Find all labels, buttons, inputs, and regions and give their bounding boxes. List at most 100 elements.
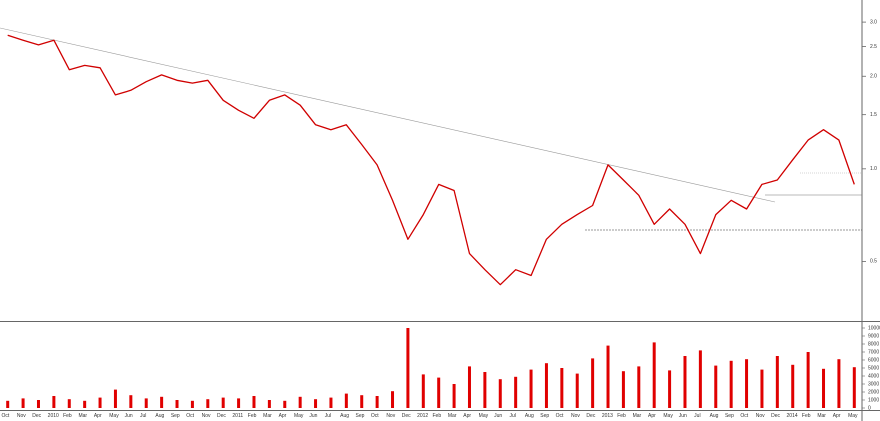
x-tick-label: Aug [340, 413, 349, 419]
x-tick-label: Mar [448, 413, 457, 419]
price-line [7, 34, 855, 286]
volume-bar [775, 356, 779, 408]
x-tick-label: Dec [586, 413, 595, 419]
volume-bar [52, 396, 56, 408]
y-tick-label: 1.0 [870, 166, 877, 172]
volume-bar [175, 400, 179, 408]
x-tick-label: Mar [78, 413, 87, 419]
volume-bar [683, 356, 687, 408]
volume-bar [606, 345, 610, 408]
y2-tick-label: 5000 [868, 365, 879, 371]
y2-tick-label: 7000 [868, 349, 879, 355]
volume-bar [529, 369, 533, 408]
volume-bar [267, 400, 271, 408]
volume-bar [467, 366, 471, 408]
x-tick-label: Mar [817, 413, 826, 419]
y2-tick-label: 4000 [868, 373, 879, 379]
x-tick-label: 2010 [48, 413, 59, 419]
y2-tick-label: 6000 [868, 357, 879, 363]
x-tick-label: May [479, 413, 489, 419]
x-tick-label: May [109, 413, 119, 419]
volume-bar [760, 369, 764, 408]
volume-bar [791, 364, 795, 408]
y2-tick-label: 0 [868, 405, 871, 411]
y2-tick-label: 9000 [868, 333, 879, 339]
x-tick-label: Aug [710, 413, 719, 419]
x-tick-label: Feb [248, 413, 257, 419]
volume-bar [745, 359, 749, 408]
x-tick-label: Jun [125, 413, 133, 419]
volume-bar [498, 379, 502, 408]
x-tick-label: Nov [571, 413, 580, 419]
volume-bar [129, 395, 133, 408]
volume-bar [560, 368, 564, 408]
x-tick-label: Jul [509, 413, 515, 419]
volume-bar [67, 399, 71, 408]
x-tick-label: Nov [17, 413, 26, 419]
x-tick-label: Oct [186, 413, 194, 419]
volume-bar [113, 389, 117, 408]
volume-bar [575, 373, 579, 408]
volume-bar [160, 396, 164, 408]
volume-bar [237, 398, 241, 408]
volume-bar [637, 366, 641, 408]
y2-tick-label: 1000 [868, 397, 879, 403]
x-tick-label: Sep [171, 413, 180, 419]
volume-bar [298, 396, 302, 408]
x-tick-label: Sep [356, 413, 365, 419]
x-tick-label: Mar [633, 413, 642, 419]
volume-bar [190, 400, 194, 408]
x-tick-label: Sep [725, 413, 734, 419]
x-tick-label: Nov [202, 413, 211, 419]
volume-bar [329, 397, 333, 408]
volume-bar [391, 391, 395, 408]
x-tick-label: 2012 [417, 413, 428, 419]
x-tick-label: 2011 [232, 413, 243, 419]
x-tick-label: Sep [540, 413, 549, 419]
x-tick-label: Apr [463, 413, 471, 419]
x-tick-label: Oct [2, 413, 10, 419]
volume-bar [729, 360, 733, 408]
y2-tick-label: 10000 [868, 325, 880, 331]
x-tick-label: Aug [155, 413, 164, 419]
y-tick-label: 2.5 [870, 44, 877, 50]
volume-bar [852, 367, 856, 408]
volume-bar [714, 365, 718, 408]
x-tick-label: Oct [556, 413, 564, 419]
x-tick-label: Apr [94, 413, 102, 419]
x-tick-label: May [663, 413, 673, 419]
x-tick-label: Apr [279, 413, 287, 419]
volume-bar [375, 396, 379, 408]
volume-bar [591, 358, 595, 408]
volume-bar [206, 399, 210, 408]
x-tick-label: Nov [756, 413, 765, 419]
x-tick-label: Feb [802, 413, 811, 419]
x-tick-label: Jun [679, 413, 687, 419]
y-tick-label: 0.5 [870, 259, 877, 265]
volume-bar [483, 372, 487, 408]
volume-bar [98, 397, 102, 408]
x-tick-label: Feb [63, 413, 72, 419]
volume-bar [698, 350, 702, 408]
x-tick-label: Jun [309, 413, 317, 419]
volume-bar [360, 395, 364, 408]
volume-bar [421, 374, 425, 408]
y2-tick-label: 8000 [868, 341, 879, 347]
x-tick-label: Dec [771, 413, 780, 419]
x-tick-label: Jul [694, 413, 700, 419]
volume-bar [221, 397, 225, 408]
x-tick-label: Dec [402, 413, 411, 419]
x-tick-label: Jul [325, 413, 331, 419]
volume-bar [252, 396, 256, 408]
volume-bar [36, 400, 40, 408]
y-tick-label: 1.5 [870, 112, 877, 118]
volume-bar [652, 342, 656, 408]
x-tick-label: Dec [217, 413, 226, 419]
volume-bar [83, 400, 87, 408]
volume-bar [406, 328, 410, 408]
y-tick-label: 2.0 [870, 74, 877, 80]
trend-line [0, 27, 776, 203]
